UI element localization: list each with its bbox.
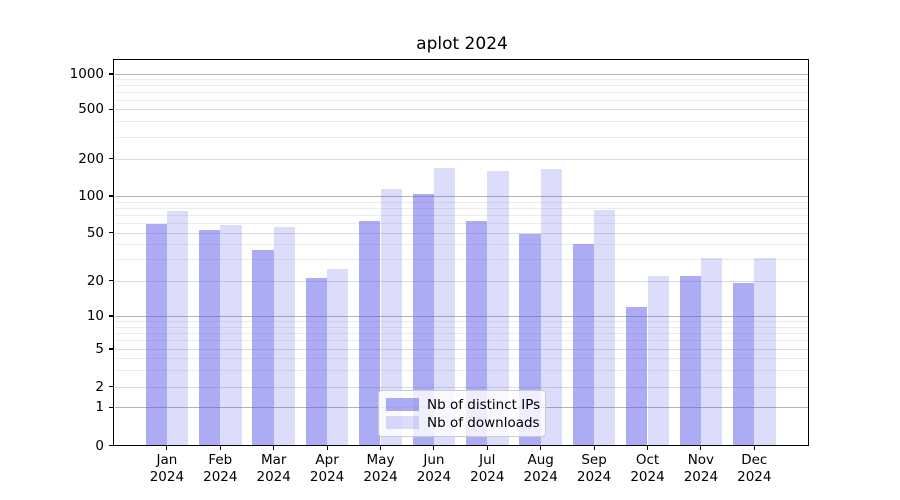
x-axis-tick-label: Feb 2024 xyxy=(203,452,238,485)
y-axis-tick-label: 1000 xyxy=(69,66,104,82)
x-axis-tick-label: Oct 2024 xyxy=(630,452,665,485)
x-axis-tick xyxy=(273,446,275,450)
x-axis-tick xyxy=(326,446,328,450)
legend-row-downloads: Nb of downloads xyxy=(386,414,540,431)
legend-row-distinct-ips: Nb of distinct IPs xyxy=(386,396,541,413)
x-axis-tick xyxy=(540,446,542,450)
y-axis-tick-label: 10 xyxy=(86,308,104,324)
x-axis-tick xyxy=(433,446,435,450)
y-axis-tick-label: 1 xyxy=(95,399,104,416)
x-axis-tick xyxy=(593,446,595,450)
y-axis-tick-label: 500 xyxy=(78,101,104,118)
x-axis-tick xyxy=(646,446,649,450)
x-axis-tick xyxy=(486,446,488,450)
legend-swatch-downloads xyxy=(386,416,419,429)
legend-label-downloads: Nb of downloads xyxy=(427,414,540,431)
x-axis-tick xyxy=(379,446,382,450)
plot-area xyxy=(113,59,809,446)
x-axis-tick-label: Jun 2024 xyxy=(416,452,452,485)
x-axis-tick-label: Mar 2024 xyxy=(256,452,291,485)
x-axis-tick xyxy=(219,446,221,450)
x-axis-tick-label: Dec 2024 xyxy=(737,452,772,485)
x-axis-tick xyxy=(166,446,168,450)
y-axis-tick-label: 200 xyxy=(78,150,104,167)
legend-swatch-distinct-ips xyxy=(386,398,419,411)
x-axis-tick-label: Nov 2024 xyxy=(683,452,719,485)
y-axis-tick-label: 0 xyxy=(95,437,104,454)
y-axis-tick-label: 50 xyxy=(86,224,104,241)
x-axis-tick xyxy=(753,446,755,450)
x-axis-tick xyxy=(700,446,702,450)
y-axis-tick-label: 100 xyxy=(78,188,104,204)
y-axis-tick-label: 2 xyxy=(95,378,104,395)
x-axis-tick-label: Aug 2024 xyxy=(523,452,558,485)
legend: Nb of distinct IPs Nb of downloads xyxy=(378,390,546,437)
x-axis-tick-label: May 2024 xyxy=(363,452,398,485)
x-axis-tick-label: Jul 2024 xyxy=(470,452,505,485)
legend-label-distinct-ips: Nb of distinct IPs xyxy=(427,396,541,413)
y-axis-tick-label: 5 xyxy=(95,341,104,357)
x-axis-tick-label: Jan 2024 xyxy=(149,452,185,485)
chart-title: aplot 2024 xyxy=(416,34,508,54)
y-axis-tick-label: 20 xyxy=(86,272,104,289)
x-axis-tick-label: Apr 2024 xyxy=(309,452,345,485)
x-axis-tick-label: Sep 2024 xyxy=(576,452,612,485)
